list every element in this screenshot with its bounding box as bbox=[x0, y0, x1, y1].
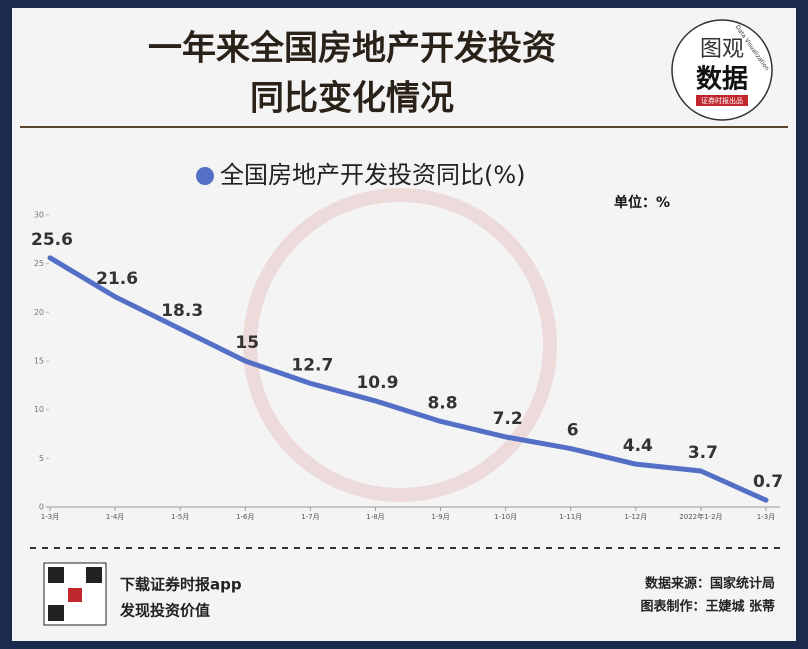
legend-marker bbox=[196, 167, 214, 185]
logo-subtitle: 证券时报出品 bbox=[701, 96, 743, 105]
qr-block bbox=[48, 605, 64, 621]
data-label: 18.3 bbox=[161, 301, 203, 321]
y-tick-label: 15 bbox=[34, 357, 44, 366]
logo-top: 图观 bbox=[700, 37, 744, 62]
x-tick-label: 1-8月 bbox=[366, 513, 384, 521]
watermark bbox=[243, 188, 557, 502]
footer-source: 数据来源：国家统计局 bbox=[645, 576, 775, 592]
y-tick-label: 30 bbox=[34, 211, 44, 220]
title-line: 同比变化情况 bbox=[250, 79, 454, 119]
x-tick-label: 1-10月 bbox=[494, 513, 517, 521]
footer-slogan: 发现投资价值 bbox=[119, 602, 210, 620]
x-tick-label: 1-4月 bbox=[106, 513, 124, 521]
logo-bottom: 数据 bbox=[696, 65, 748, 95]
x-tick-label: 1-12月 bbox=[624, 513, 647, 521]
watermark-ring bbox=[243, 188, 557, 502]
x-tick-label: 1-11月 bbox=[559, 513, 582, 521]
data-label: 12.7 bbox=[291, 355, 333, 375]
unit-label: 单位：% bbox=[614, 194, 670, 211]
x-tick-label: 1-9月 bbox=[431, 513, 449, 521]
logo: 图观 数据 证券时报出品 Data Visualization bbox=[671, 19, 773, 121]
data-label: 3.7 bbox=[688, 443, 718, 463]
x-tick-label: 1-3月 bbox=[757, 513, 775, 521]
title-line: 一年来全国房地产开发投资 bbox=[148, 29, 556, 69]
qr-block bbox=[86, 567, 102, 583]
panel bbox=[12, 8, 796, 641]
legend-label: 全国房地产开发投资同比(%) bbox=[220, 161, 526, 189]
y-tick-label: 0 bbox=[39, 503, 44, 512]
y-tick-label: 25 bbox=[34, 259, 44, 268]
footer-credit: 图表制作：王婕城 张蒂 bbox=[640, 599, 775, 615]
logo-band bbox=[696, 95, 748, 106]
data-label: 0.7 bbox=[753, 472, 783, 492]
data-label: 8.8 bbox=[427, 393, 457, 413]
data-label: 7.2 bbox=[493, 409, 523, 429]
x-tick-label: 1-3月 bbox=[41, 513, 59, 521]
x-tick-label: 1-5月 bbox=[171, 513, 189, 521]
data-label: 21.6 bbox=[96, 269, 138, 289]
data-label: 6 bbox=[567, 421, 579, 441]
y-tick-label: 10 bbox=[34, 405, 44, 414]
y-tick-label: 5 bbox=[39, 454, 44, 463]
data-label: 15 bbox=[235, 333, 259, 353]
y-tick-label: 20 bbox=[34, 308, 44, 317]
x-tick-label: 2022年1-2月 bbox=[679, 512, 722, 521]
x-tick-label: 1-7月 bbox=[301, 513, 319, 521]
plot: 0 5 10 15 20 25 30 1-3月 1-4月 1-5月 1-6月 1-7月 1-8月 1-9月… bbox=[31, 211, 783, 522]
data-label: 10.9 bbox=[356, 373, 398, 393]
qr-block bbox=[48, 567, 64, 583]
x-tick-label: 1-6月 bbox=[236, 513, 254, 521]
qr-code bbox=[43, 562, 107, 626]
data-label: 4.4 bbox=[623, 436, 653, 456]
footer-app: 下载证券时报app bbox=[120, 576, 242, 594]
data-label: 25.6 bbox=[31, 230, 73, 250]
qr-center bbox=[68, 588, 82, 602]
series-line bbox=[47, 255, 769, 503]
